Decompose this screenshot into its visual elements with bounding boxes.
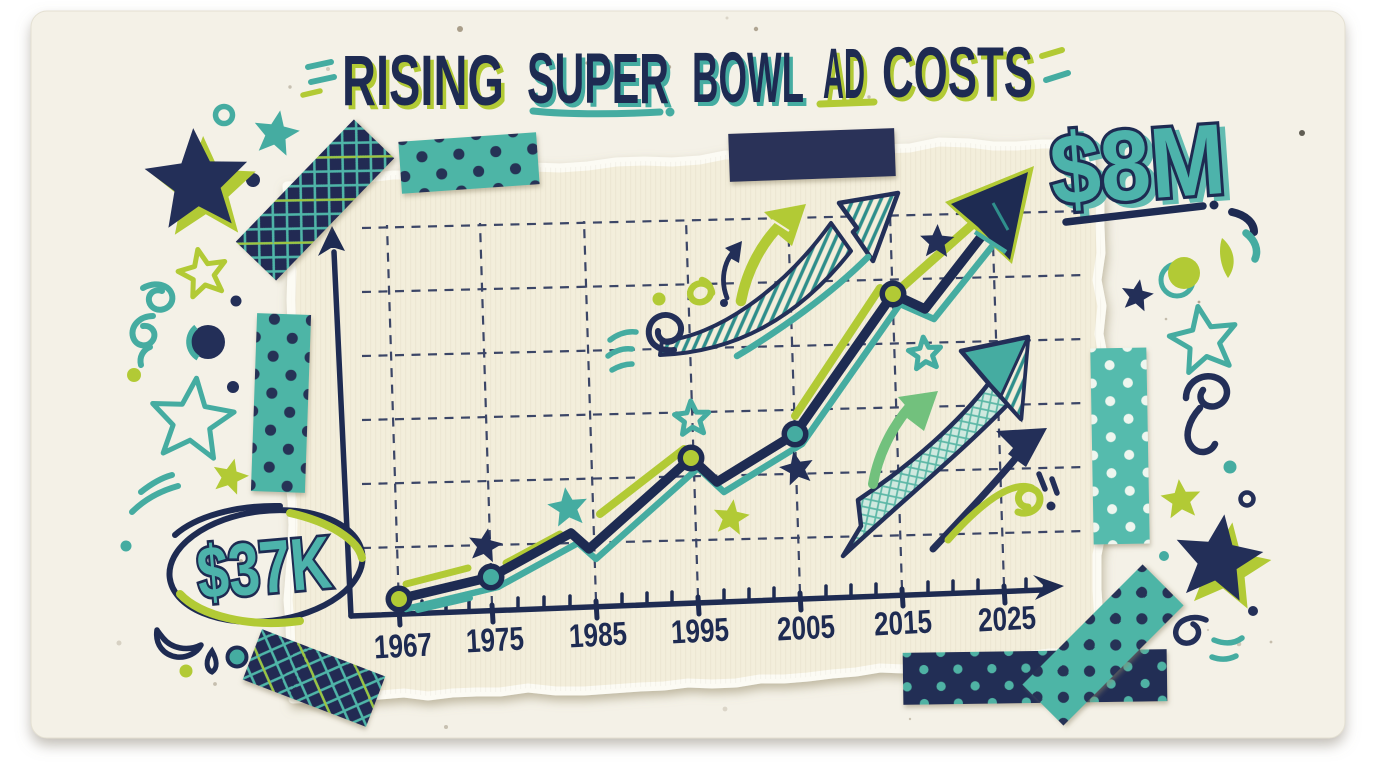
svg-text:2025: 2025 xyxy=(977,599,1037,639)
svg-text:BOWL: BOWL xyxy=(692,39,804,118)
svg-text:BOWL: BOWL xyxy=(696,43,808,122)
svg-text:COSTS: COSTS xyxy=(882,34,1033,113)
svg-text:COSTS: COSTS xyxy=(886,38,1037,117)
svg-text:1975: 1975 xyxy=(465,620,525,660)
svg-text:2015: 2015 xyxy=(873,603,933,643)
svg-text:2005: 2005 xyxy=(776,608,836,648)
svg-text:1985: 1985 xyxy=(568,615,628,655)
svg-text:SUPER: SUPER xyxy=(527,40,669,119)
svg-text:1967: 1967 xyxy=(373,626,433,666)
svg-text:$8M: $8M xyxy=(1053,108,1235,232)
svg-text:1995: 1995 xyxy=(670,611,730,651)
svg-text:RISING: RISING xyxy=(346,46,508,125)
svg-text:RISING: RISING xyxy=(342,42,504,121)
svg-text:$37K: $37K xyxy=(194,520,335,614)
